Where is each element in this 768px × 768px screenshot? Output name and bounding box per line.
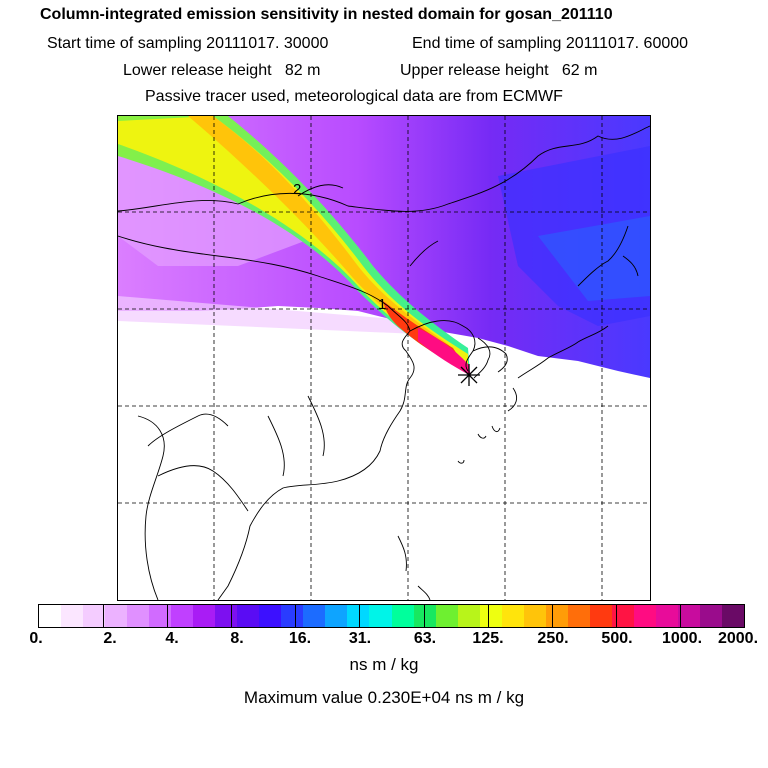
lower-height-text: Lower release height 82 m — [123, 62, 321, 79]
colorbar-cell — [61, 605, 84, 627]
colorbar-cell — [699, 605, 722, 627]
colorbar-cell — [633, 605, 656, 627]
release-site-marker — [458, 364, 480, 386]
sensitivity-map: 1 2 — [117, 115, 651, 601]
colorbar-cell — [193, 605, 216, 627]
colorbar-separator — [103, 605, 105, 627]
colorbar-cell — [325, 605, 348, 627]
trajectory-marker-2: 2 — [293, 181, 301, 198]
colorbar-separator — [295, 605, 297, 627]
colorbar-cell — [655, 605, 678, 627]
colorbar-cell — [611, 605, 634, 627]
colorbar — [38, 604, 745, 628]
map-canvas: 1 2 — [118, 116, 650, 600]
tick-label: 4. — [165, 630, 179, 647]
tick-label: 1000. — [661, 630, 703, 647]
colorbar-cell — [457, 605, 480, 627]
colorbar-cell — [259, 605, 282, 627]
colorbar-cell — [83, 605, 106, 627]
colorbar-cell — [149, 605, 172, 627]
tick-label: 2000. — [717, 630, 759, 647]
tracer-note-text: Passive tracer used, meteorological data… — [145, 88, 563, 105]
tick-label: 250. — [537, 630, 569, 647]
colorbar-cell — [369, 605, 392, 627]
colorbar-cell — [721, 605, 744, 627]
colorbar-cell — [281, 605, 304, 627]
colorbar-cell — [303, 605, 326, 627]
colorbar-cell — [105, 605, 128, 627]
colorbar-cell — [391, 605, 414, 627]
colorbar-cell — [413, 605, 436, 627]
end-time-text: End time of sampling 20111017. 60000 — [412, 35, 689, 52]
colorbar-cell — [523, 605, 546, 627]
sampling-time-row: Start time of sampling 20111017. 30000 E… — [0, 35, 768, 89]
tick-label: 63. — [413, 630, 437, 647]
max-value-text: Maximum value 0.230E+04 ns m / kg — [243, 688, 525, 707]
tick-label: 8. — [230, 630, 244, 647]
colorbar-cell — [39, 605, 62, 627]
colorbar-separator — [167, 605, 169, 627]
colorbar-cell — [479, 605, 502, 627]
colorbar-cell — [589, 605, 612, 627]
plume — [118, 116, 471, 376]
colorbar-separator — [551, 605, 553, 627]
tick-label: 0. — [29, 630, 43, 647]
colorbar-cell — [347, 605, 370, 627]
colorbar-tick-labels: 0. 2. 4. 8. 16. 31. 63. 125. 250. 500. 1… — [0, 630, 768, 650]
tick-label: 2. — [103, 630, 117, 647]
upper-height-text: Upper release height 62 m — [400, 62, 598, 79]
colorbar-cell — [677, 605, 700, 627]
tick-label: 125. — [472, 630, 504, 647]
plot-title: Column-integrated emission sensitivity i… — [0, 6, 768, 42]
grid-lines — [118, 116, 650, 600]
colorbar-separator — [679, 605, 681, 627]
colorbar-cell — [127, 605, 150, 627]
colorbar-cell — [501, 605, 524, 627]
colorbar-separator — [487, 605, 489, 627]
colorbar-separator — [231, 605, 233, 627]
release-height-row: Lower release height 82 m Upper release … — [0, 62, 768, 116]
colorbar-cell — [215, 605, 238, 627]
colorbar-separator — [423, 605, 425, 627]
tick-label: 500. — [601, 630, 633, 647]
tick-label: 16. — [288, 630, 312, 647]
title-text: Column-integrated emission sensitivity i… — [40, 6, 613, 23]
colorbar-unit: ns m / kg — [349, 655, 419, 674]
tracer-row: Passive tracer used, meteorological data… — [0, 88, 768, 124]
colorbar-cell — [545, 605, 568, 627]
colorbar-cell — [435, 605, 458, 627]
coastlines — [118, 125, 650, 600]
trajectory-marker-1: 1 — [378, 296, 386, 313]
colorbar-cell — [567, 605, 590, 627]
colorbar-cell — [237, 605, 260, 627]
start-time-text: Start time of sampling 20111017. 30000 — [47, 35, 329, 52]
colorbar-separator — [359, 605, 361, 627]
colorbar-cell — [171, 605, 194, 627]
colorbar-separator — [615, 605, 617, 627]
tick-label: 31. — [348, 630, 372, 647]
